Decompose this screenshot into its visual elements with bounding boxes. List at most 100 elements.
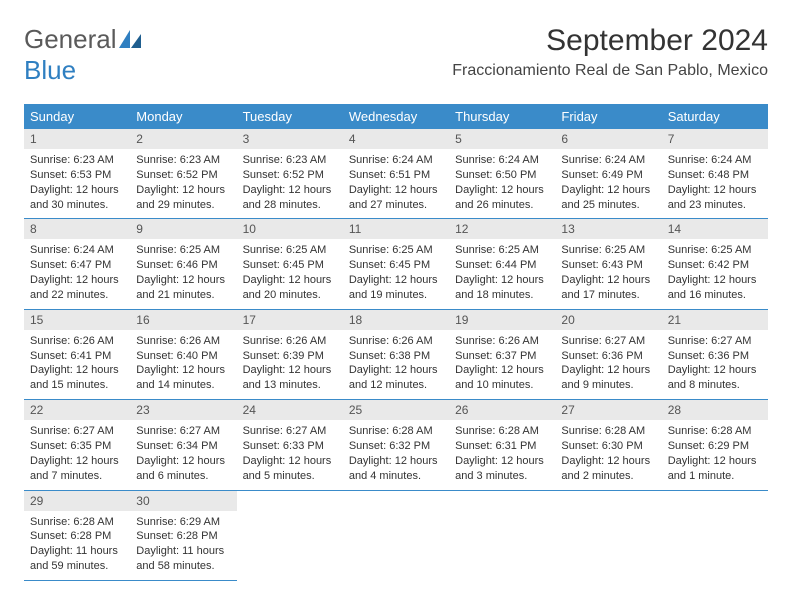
sunrise-line: Sunrise: 6:23 AM xyxy=(243,154,327,166)
day-info: Sunrise: 6:25 AMSunset: 6:44 PMDaylight:… xyxy=(449,239,555,308)
sunset-line: Sunset: 6:41 PM xyxy=(30,350,111,362)
sunset-line: Sunset: 6:29 PM xyxy=(668,440,749,452)
calendar-cell: 8Sunrise: 6:24 AMSunset: 6:47 PMDaylight… xyxy=(24,219,130,309)
daylight-line: Daylight: 12 hours and 4 minutes. xyxy=(349,455,438,482)
calendar-cell: 28Sunrise: 6:28 AMSunset: 6:29 PMDayligh… xyxy=(662,400,768,490)
day-info: Sunrise: 6:23 AMSunset: 6:52 PMDaylight:… xyxy=(237,149,343,218)
day-number: 2 xyxy=(130,129,236,149)
title-block: September 2024 Fraccionamiento Real de S… xyxy=(452,24,768,80)
day-number: 3 xyxy=(237,129,343,149)
day-number: 25 xyxy=(343,400,449,420)
sunrise-line: Sunrise: 6:27 AM xyxy=(561,335,645,347)
day-number: 8 xyxy=(24,219,130,239)
weekday-header-row: Sunday Monday Tuesday Wednesday Thursday… xyxy=(24,104,768,129)
day-number: 7 xyxy=(662,129,768,149)
logo-text-2: Blue xyxy=(24,55,76,85)
day-info: Sunrise: 6:28 AMSunset: 6:31 PMDaylight:… xyxy=(449,420,555,489)
calendar-cell: 15 Sunrise: 6:26 AM Sunset: 6:41 PM Dayligh… xyxy=(24,309,130,399)
sunset-line: Sunset: 6:49 PM xyxy=(561,169,642,181)
day-number: 14 xyxy=(662,219,768,239)
sunrise-line: Sunrise: 6:23 AM xyxy=(30,154,114,166)
daylight-line: Daylight: 12 hours and 15 minutes. xyxy=(30,364,119,391)
sunrise-line: Sunrise: 6:28 AM xyxy=(561,425,645,437)
day-info: Sunrise: 6:29 AM Sunset: 6:28 PM Daylight:… xyxy=(130,511,236,580)
sunrise-line: Sunrise: 6:25 AM xyxy=(668,244,752,256)
daylight-line: Daylight: 12 hours and 6 minutes. xyxy=(136,455,225,482)
day-info: Sunrise: 6:24 AMSunset: 6:49 PMDaylight:… xyxy=(555,149,661,218)
calendar-cell: 2Sunrise: 6:23 AMSunset: 6:52 PMDaylight… xyxy=(130,129,236,219)
sunrise-line: Sunrise: 6:24 AM xyxy=(30,244,114,256)
calendar-cell: 7Sunrise: 6:24 AMSunset: 6:48 PMDaylight… xyxy=(662,129,768,219)
sunrise-line: Sunrise: 6:25 AM xyxy=(136,244,220,256)
sunset-line: Sunset: 6:52 PM xyxy=(136,169,217,181)
daylight-line: Daylight: 12 hours and 20 minutes. xyxy=(243,274,332,301)
daylight-line: Daylight: 12 hours and 13 minutes. xyxy=(243,364,332,391)
calendar-cell: 27Sunrise: 6:28 AMSunset: 6:30 PMDayligh… xyxy=(555,400,661,490)
day-number: 18 xyxy=(343,310,449,330)
calendar-cell: 30 Sunrise: 6:29 AM Sunset: 6:28 PM Dayligh… xyxy=(130,490,236,580)
weekday-header: Wednesday xyxy=(343,104,449,129)
day-number: 19 xyxy=(449,310,555,330)
day-info: Sunrise: 6:27 AMSunset: 6:36 PMDaylight:… xyxy=(662,330,768,399)
weekday-header: Saturday xyxy=(662,104,768,129)
sunset-line: Sunset: 6:47 PM xyxy=(30,259,111,271)
daylight-line: Daylight: 12 hours and 18 minutes. xyxy=(455,274,544,301)
day-info: Sunrise: 6:24 AMSunset: 6:47 PMDaylight:… xyxy=(24,239,130,308)
calendar-cell: 18Sunrise: 6:26 AMSunset: 6:38 PMDayligh… xyxy=(343,309,449,399)
day-info: Sunrise: 6:28 AMSunset: 6:28 PMDaylight:… xyxy=(24,511,130,580)
sunset-line: Sunset: 6:42 PM xyxy=(668,259,749,271)
sunset-line: Sunset: 6:46 PM xyxy=(136,259,217,271)
day-number: 20 xyxy=(555,310,661,330)
sunset-line: Sunset: 6:36 PM xyxy=(561,350,642,362)
day-number: 1 xyxy=(24,129,130,149)
sunset-line: Sunset: 6:28 PM xyxy=(136,530,217,542)
calendar-cell: 1Sunrise: 6:23 AMSunset: 6:53 PMDaylight… xyxy=(24,129,130,219)
daylight-line: Daylight: 12 hours and 9 minutes. xyxy=(561,364,650,391)
sunset-line: Sunset: 6:32 PM xyxy=(349,440,430,452)
calendar-cell: 3Sunrise: 6:23 AMSunset: 6:52 PMDaylight… xyxy=(237,129,343,219)
sunrise-line: Sunrise: 6:26 AM xyxy=(349,335,433,347)
sunset-line: Sunset: 6:45 PM xyxy=(349,259,430,271)
sunset-line: Sunset: 6:43 PM xyxy=(561,259,642,271)
daylight-line: Daylight: 11 hours and 58 minutes. xyxy=(136,545,224,572)
day-info: Sunrise: 6:25 AMSunset: 6:43 PMDaylight:… xyxy=(555,239,661,308)
page-header: General Blue September 2024 Fraccionamie… xyxy=(24,24,768,86)
day-number: 17 xyxy=(237,310,343,330)
daylight-line: Daylight: 12 hours and 27 minutes. xyxy=(349,184,438,211)
day-info: Sunrise: 6:27 AMSunset: 6:33 PMDaylight:… xyxy=(237,420,343,489)
weekday-header: Thursday xyxy=(449,104,555,129)
day-info: Sunrise: 6:23 AMSunset: 6:52 PMDaylight:… xyxy=(130,149,236,218)
calendar-cell: 20 Sunrise: 6:27 AM Sunset: 6:36 PM Dayligh… xyxy=(555,309,661,399)
sunset-line: Sunset: 6:31 PM xyxy=(455,440,536,452)
calendar-cell: 4Sunrise: 6:24 AMSunset: 6:51 PMDaylight… xyxy=(343,129,449,219)
calendar-table: Sunday Monday Tuesday Wednesday Thursday… xyxy=(24,104,768,581)
calendar-cell: 10Sunrise: 6:25 AMSunset: 6:45 PMDayligh… xyxy=(237,219,343,309)
day-number: 21 xyxy=(662,310,768,330)
calendar-cell: 11Sunrise: 6:25 AMSunset: 6:45 PMDayligh… xyxy=(343,219,449,309)
calendar-cell xyxy=(343,490,449,580)
day-number: 30 xyxy=(130,491,236,511)
day-number: 22 xyxy=(24,400,130,420)
day-info: Sunrise: 6:28 AMSunset: 6:29 PMDaylight:… xyxy=(662,420,768,489)
sunrise-line: Sunrise: 6:25 AM xyxy=(243,244,327,256)
sunset-line: Sunset: 6:45 PM xyxy=(243,259,324,271)
daylight-line: Daylight: 12 hours and 7 minutes. xyxy=(30,455,119,482)
daylight-line: Daylight: 12 hours and 10 minutes. xyxy=(455,364,544,391)
day-info: Sunrise: 6:23 AMSunset: 6:53 PMDaylight:… xyxy=(24,149,130,218)
day-info: Sunrise: 6:27 AMSunset: 6:35 PMDaylight:… xyxy=(24,420,130,489)
sunrise-line: Sunrise: 6:29 AM xyxy=(136,516,220,528)
weekday-header: Monday xyxy=(130,104,236,129)
sunrise-line: Sunrise: 6:27 AM xyxy=(136,425,220,437)
day-number: 15 xyxy=(24,310,130,330)
day-info: Sunrise: 6:26 AMSunset: 6:37 PMDaylight:… xyxy=(449,330,555,399)
day-info: Sunrise: 6:27 AMSunset: 6:34 PMDaylight:… xyxy=(130,420,236,489)
daylight-line: Daylight: 12 hours and 26 minutes. xyxy=(455,184,544,211)
sunrise-line: Sunrise: 6:26 AM xyxy=(30,335,114,347)
day-info: Sunrise: 6:26 AM Sunset: 6:41 PM Daylight:… xyxy=(24,330,130,399)
calendar-cell xyxy=(662,490,768,580)
day-info: Sunrise: 6:24 AMSunset: 6:51 PMDaylight:… xyxy=(343,149,449,218)
logo-text-1: General xyxy=(24,24,117,54)
daylight-line: Daylight: 12 hours and 5 minutes. xyxy=(243,455,332,482)
calendar-cell: 21Sunrise: 6:27 AMSunset: 6:36 PMDayligh… xyxy=(662,309,768,399)
day-info: Sunrise: 6:25 AMSunset: 6:46 PMDaylight:… xyxy=(130,239,236,308)
